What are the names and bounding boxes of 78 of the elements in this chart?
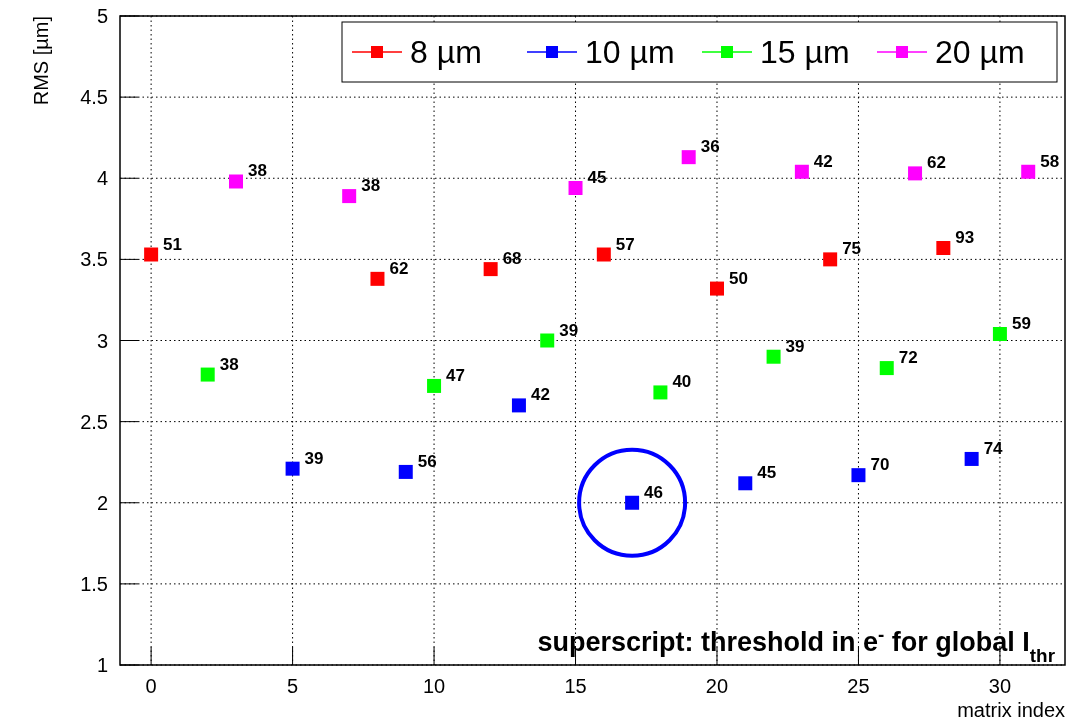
annotation: 62 <box>927 153 946 173</box>
annotation: 58 <box>1040 151 1060 171</box>
y-tick-label: 5 <box>96 5 108 27</box>
point <box>427 378 442 393</box>
annotation: 51 <box>163 234 183 254</box>
annotation: 62 <box>389 258 409 278</box>
point <box>823 252 838 267</box>
legend-label: 10 µm <box>585 34 675 70</box>
annotation: 45 <box>587 167 607 187</box>
point <box>285 461 300 476</box>
annotation: 38 <box>361 176 381 196</box>
annotation: 70 <box>870 455 890 475</box>
point <box>879 361 894 376</box>
point <box>681 150 696 165</box>
annotation: 39 <box>304 448 324 468</box>
annotation: superscript: threshold in e$^{-}$ for global I$_{thr}$ <box>537 623 1056 666</box>
x-tick-label: 30 <box>988 675 1012 697</box>
annotation: 36 <box>700 137 720 157</box>
y-tick-label: 4.5 <box>80 86 108 109</box>
point <box>709 281 724 296</box>
point <box>851 468 866 483</box>
point <box>794 164 809 179</box>
annotation: 93 <box>955 228 975 248</box>
annotation: 47 <box>446 365 465 385</box>
annotation: 39 <box>785 336 805 356</box>
point <box>992 327 1007 342</box>
y-tick-label: 1 <box>96 654 108 676</box>
legend-label: 15 µm <box>760 34 850 70</box>
y-axis-title: RMS [µm] <box>30 16 52 106</box>
point <box>596 247 611 262</box>
point <box>738 476 753 491</box>
annotation: 38 <box>248 161 267 181</box>
annotation: 38 <box>219 354 239 374</box>
x-tick-label: 0 <box>145 675 157 697</box>
legend-label: 8 µm <box>410 34 482 70</box>
point <box>653 385 668 400</box>
point <box>342 189 357 204</box>
point <box>1021 164 1036 179</box>
point <box>766 349 781 364</box>
point <box>908 166 923 181</box>
x-tick-label: 25 <box>847 675 870 697</box>
annotation: 75 <box>842 239 862 259</box>
y-tick-label: 3.5 <box>80 248 108 271</box>
point <box>511 398 526 413</box>
point <box>200 367 215 382</box>
point <box>964 451 979 466</box>
y-tick-label: 2.5 <box>80 410 108 433</box>
annotation: 46 <box>644 482 664 502</box>
y-tick-label: 2 <box>96 491 108 514</box>
annotation: 74 <box>983 438 1004 458</box>
annotation: 68 <box>502 249 522 269</box>
annotation: 45 <box>757 463 777 483</box>
x-axis-title: matrix index <box>957 699 1065 721</box>
x-tick-label: 20 <box>705 675 729 697</box>
annotation: 40 <box>672 372 692 392</box>
y-tick-label: 3 <box>96 329 108 352</box>
annotation: 42 <box>530 385 550 405</box>
y-tick-label: 1.5 <box>80 572 108 595</box>
point <box>936 241 951 256</box>
point <box>398 464 413 479</box>
y-tick-label: 4 <box>96 167 108 190</box>
point <box>144 247 159 262</box>
annotation: 42 <box>813 151 833 171</box>
x-tick-label: 15 <box>564 675 587 697</box>
point <box>229 174 243 189</box>
x-tick-label: 10 <box>422 675 446 697</box>
annotation: 50 <box>728 268 748 288</box>
point <box>370 271 385 286</box>
annotation: 59 <box>1011 314 1031 334</box>
x-tick-label: 5 <box>287 675 299 697</box>
point <box>540 333 555 348</box>
point <box>568 180 583 195</box>
point <box>483 262 498 277</box>
legend-label: 20 µm <box>935 34 1025 70</box>
annotation: 72 <box>898 348 918 368</box>
annotation: 57 <box>615 234 635 254</box>
annotation: 39 <box>559 320 579 340</box>
annotation: 56 <box>417 451 437 471</box>
